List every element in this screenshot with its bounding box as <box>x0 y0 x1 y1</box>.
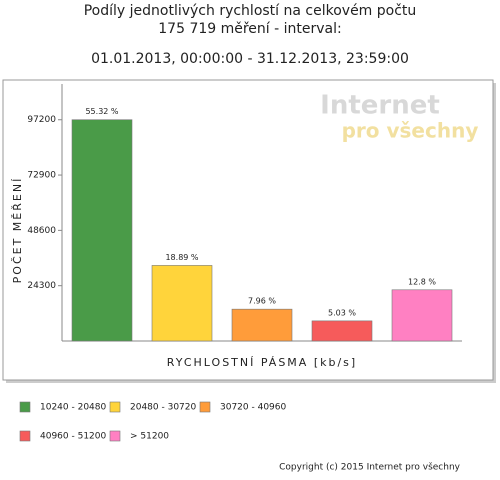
value-label: 55.32 % <box>85 107 118 116</box>
bar <box>71 119 133 342</box>
legend-swatch <box>19 430 31 442</box>
date-range: 01.01.2013, 00:00:00 - 31.12.2013, 23:59… <box>91 51 409 67</box>
legend-label: 10240 - 20480 <box>40 403 107 413</box>
bar <box>231 308 293 342</box>
legend-label: > 51200 <box>130 432 169 442</box>
y-tick-label: 24300 <box>27 281 56 291</box>
x-axis-title: RYCHLOSTNÍ PÁSMA [kb/s] <box>167 356 357 369</box>
legend-swatch <box>19 401 31 413</box>
copyright: Copyright (c) 2015 Internet pro všechny <box>279 462 461 473</box>
legend-swatch <box>109 401 121 413</box>
value-label: 12.8 % <box>408 277 436 286</box>
y-tick-label: 48600 <box>27 226 56 236</box>
value-label: 18.89 % <box>165 253 198 262</box>
legend-label: 30720 - 40960 <box>220 403 287 413</box>
watermark: Internet <box>320 91 440 121</box>
chart-subtitle: 175 719 měření - interval: <box>158 21 341 37</box>
watermark: pro všechny <box>342 119 479 143</box>
bar <box>311 320 373 342</box>
value-label: 5.03 % <box>328 308 356 317</box>
legend-label: 20480 - 30720 <box>130 403 197 413</box>
legend-swatch <box>199 401 211 413</box>
value-label: 7.96 % <box>248 297 276 306</box>
legend-label: 40960 - 51200 <box>40 432 107 442</box>
chart-title: Podíly jednotlivých rychlostí na celkové… <box>84 3 417 19</box>
bar <box>391 289 453 342</box>
y-tick-label: 97200 <box>27 115 56 125</box>
y-tick-label: 72900 <box>27 171 56 181</box>
bar <box>151 265 213 342</box>
legend-swatch <box>109 430 121 442</box>
y-axis-title: POČET MĚŘENÍ <box>11 177 24 284</box>
